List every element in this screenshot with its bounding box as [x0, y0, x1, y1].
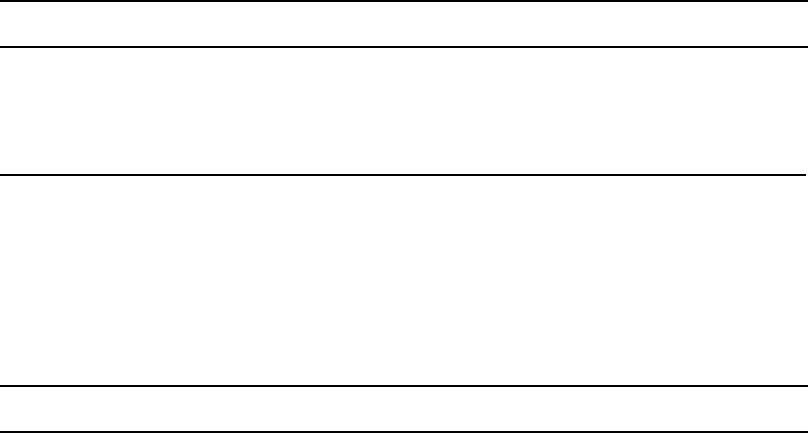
section-rule — [0, 385, 808, 387]
header-rule — [0, 46, 808, 48]
table-bottom-rule — [0, 431, 808, 433]
section-rule — [0, 174, 806, 176]
table-top-rule — [0, 0, 808, 2]
